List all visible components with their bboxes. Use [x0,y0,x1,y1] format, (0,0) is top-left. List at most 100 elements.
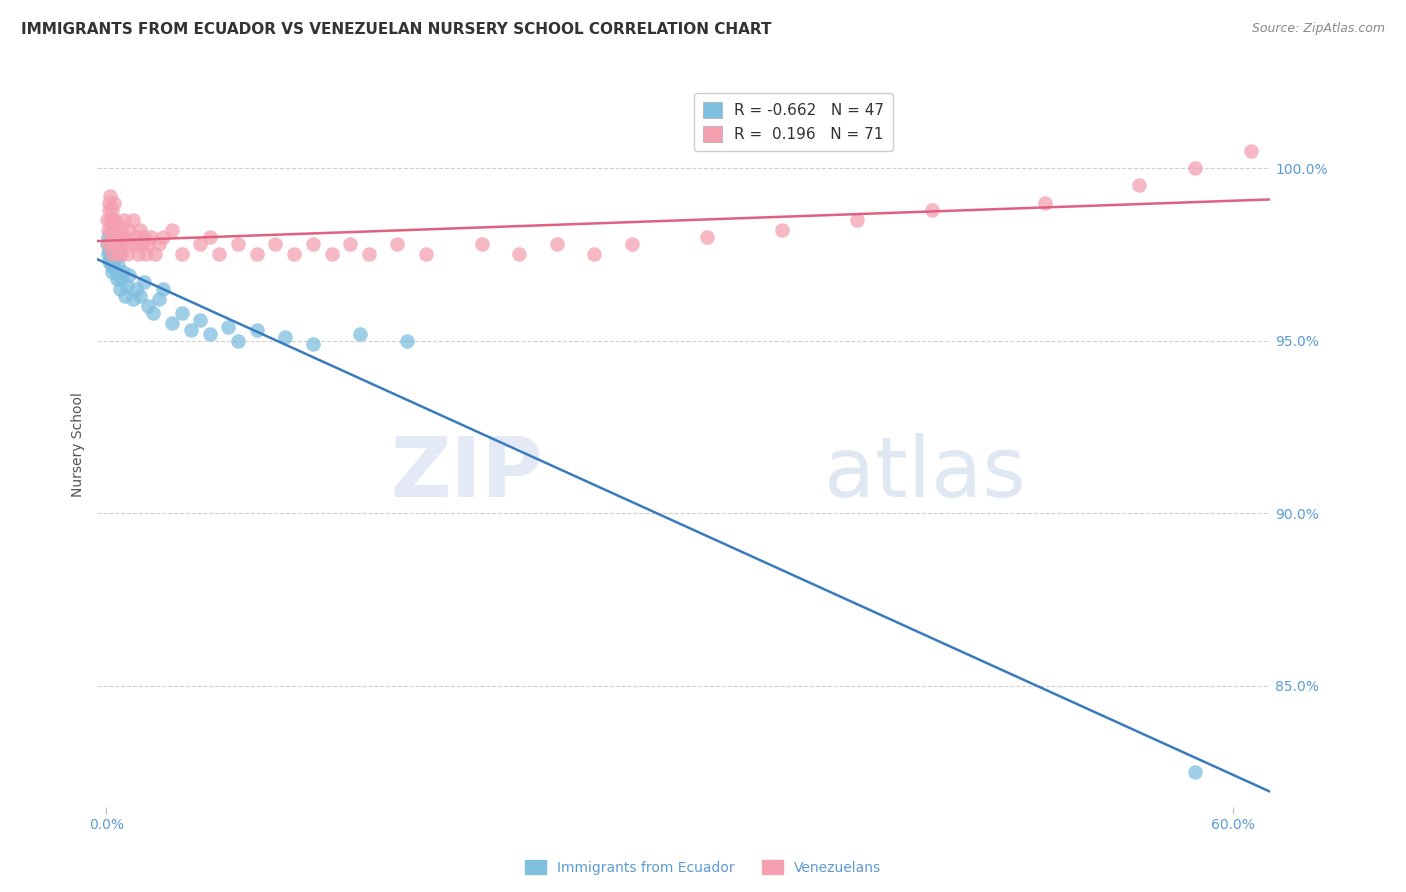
Point [387,237,409,252]
Point [104,265,127,279]
Point [96,237,118,252]
Point [246,323,269,337]
Point [112,265,135,279]
Point [101,265,124,279]
Point [339,237,361,252]
Point [129,223,152,237]
Point [98,213,121,227]
Point [103,195,125,210]
Point [110,247,132,261]
Point [100,237,122,252]
Point [101,254,124,268]
Point [217,319,239,334]
Point [143,247,166,261]
Point [103,234,125,248]
Text: Source: ZipAtlas.com: Source: ZipAtlas.com [1251,22,1385,36]
Point [148,293,170,307]
Point [125,230,148,244]
Point [471,237,494,252]
Point [104,237,127,252]
Point [188,237,211,252]
Point [100,247,122,261]
Point [120,237,142,252]
Point [97,195,120,210]
Point [621,237,644,252]
Point [98,202,121,217]
Point [98,234,121,248]
Point [121,293,143,307]
Point [111,230,134,244]
Point [101,230,124,244]
Point [846,213,869,227]
Point [97,254,120,268]
Point [100,223,122,237]
Point [107,247,129,261]
Point [226,334,249,348]
Point [110,219,132,234]
Point [107,247,129,261]
Y-axis label: Nursery School: Nursery School [72,392,86,497]
Point [135,247,157,261]
Point [321,247,343,261]
Point [121,213,143,227]
Point [170,306,193,320]
Point [349,326,371,341]
Point [105,223,128,237]
Point [96,213,118,227]
Legend: R = -0.662   N = 47, R =  0.196   N = 71: R = -0.662 N = 47, R = 0.196 N = 71 [695,93,893,151]
Point [188,313,211,327]
Point [508,247,530,261]
Point [1184,161,1206,176]
Point [114,230,136,244]
Point [583,247,606,261]
Point [921,202,943,217]
Point [129,289,152,303]
Point [302,337,325,351]
Legend: Immigrants from Ecuador, Venezuelans: Immigrants from Ecuador, Venezuelans [519,855,887,880]
Point [1033,195,1056,210]
Point [1240,144,1263,158]
Point [198,230,221,244]
Point [107,230,129,244]
Point [415,247,437,261]
Point [148,237,170,252]
Point [1128,178,1150,193]
Point [142,306,165,320]
Point [100,247,122,261]
Point [198,326,221,341]
Point [246,247,269,261]
Point [152,230,174,244]
Point [101,213,124,227]
Point [103,261,125,276]
Text: ZIP: ZIP [391,433,543,514]
Point [118,223,141,237]
Point [132,275,155,289]
Point [104,251,127,265]
Point [359,247,381,261]
Point [274,330,297,344]
Point [180,323,202,337]
Point [98,227,121,241]
Point [264,237,287,252]
Point [283,247,305,261]
Point [208,247,231,261]
Point [124,237,146,252]
Point [118,268,141,282]
Point [98,188,121,202]
Point [1184,765,1206,780]
Point [546,237,568,252]
Text: IMMIGRANTS FROM ECUADOR VS VENEZUELAN NURSERY SCHOOL CORRELATION CHART: IMMIGRANTS FROM ECUADOR VS VENEZUELAN NU… [21,22,772,37]
Point [395,334,418,348]
Point [108,237,131,252]
Point [141,230,163,244]
Point [112,213,135,227]
Point [302,237,325,252]
Point [131,237,153,252]
Point [115,278,138,293]
Point [110,271,132,285]
Point [127,247,149,261]
Point [152,282,174,296]
Point [107,258,129,272]
Point [114,289,136,303]
Point [100,237,122,252]
